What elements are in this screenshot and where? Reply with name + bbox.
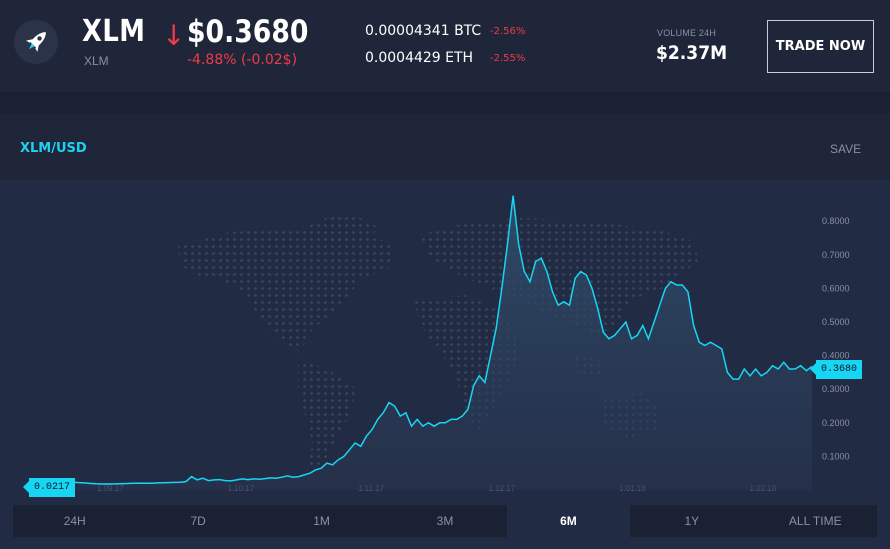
btc-value: 0.00004341 BTC xyxy=(365,23,482,39)
chart-header: XLM/USD SAVE xyxy=(0,114,890,180)
current-price: $0.3680 xyxy=(187,14,309,50)
y-tick-label: 0.6000 xyxy=(822,283,850,293)
price-chart[interactable]: 0.1000 0.2000 0.3000 0.4000 0.5000 0.6000 0.70… xyxy=(0,180,890,549)
y-tick-label: 0.1000 xyxy=(822,451,850,461)
eth-pair: 0.0004429 ETH -2.55% xyxy=(365,50,525,66)
coin-header: XLM XLM ↓ $0.3680 -4.88% (-0.02$) 0.0000… xyxy=(0,0,890,92)
range-button-1y[interactable]: 1Y xyxy=(684,514,700,528)
range-button-6m[interactable]: 6M xyxy=(506,505,631,537)
price-area-fill xyxy=(28,195,812,490)
rocket-icon xyxy=(26,32,46,52)
coin-symbol: XLM xyxy=(82,14,146,49)
coin-subtitle: XLM xyxy=(84,54,109,68)
down-arrow-icon: ↓ xyxy=(162,19,186,52)
chart-canvas: 0.1000 0.2000 0.3000 0.4000 0.5000 0.6000 0.70… xyxy=(27,195,850,493)
trade-now-button[interactable]: TRADE NOW xyxy=(767,20,874,73)
btc-pair: 0.00004341 BTC -2.56% xyxy=(365,23,525,39)
y-tick-label: 0.7000 xyxy=(822,250,850,260)
y-tick-label: 0.5000 xyxy=(822,317,850,327)
range-button-24h[interactable]: 24H xyxy=(63,514,86,528)
volume-label: VOLUME 24H xyxy=(657,28,717,38)
pair-title: XLM/USD xyxy=(20,141,87,156)
start-price-marker: 0.0217 xyxy=(22,478,76,497)
time-range-selector: 24H 7D 1M 3M 6M 1Y ALL TIME xyxy=(13,505,877,537)
y-axis-labels: 0.1000 0.2000 0.3000 0.4000 0.5000 0.6000 0.70… xyxy=(822,216,850,461)
y-tick-label: 0.3000 xyxy=(822,384,850,394)
save-button[interactable]: SAVE xyxy=(830,142,862,156)
y-tick-label: 0.4000 xyxy=(822,351,850,361)
eth-value: 0.0004429 ETH xyxy=(365,50,474,66)
range-button-3m[interactable]: 3M xyxy=(436,514,454,528)
btc-change: -2.56% xyxy=(490,26,526,37)
eth-change: -2.55% xyxy=(490,53,526,64)
y-tick-label: 0.8000 xyxy=(822,216,850,226)
price-line xyxy=(27,195,813,485)
header-divider xyxy=(0,92,890,114)
y-tick-label: 0.2000 xyxy=(822,418,850,428)
price-change: -4.88% (-0.02$) xyxy=(187,52,298,68)
range-button-all-time[interactable]: ALL TIME xyxy=(788,514,842,528)
range-button-7d[interactable]: 7D xyxy=(190,514,206,528)
volume-value: $2.37M xyxy=(656,42,728,64)
current-price-marker: 0.3680 xyxy=(809,360,863,379)
coin-logo xyxy=(14,20,58,64)
range-button-1m[interactable]: 1M xyxy=(313,514,330,528)
